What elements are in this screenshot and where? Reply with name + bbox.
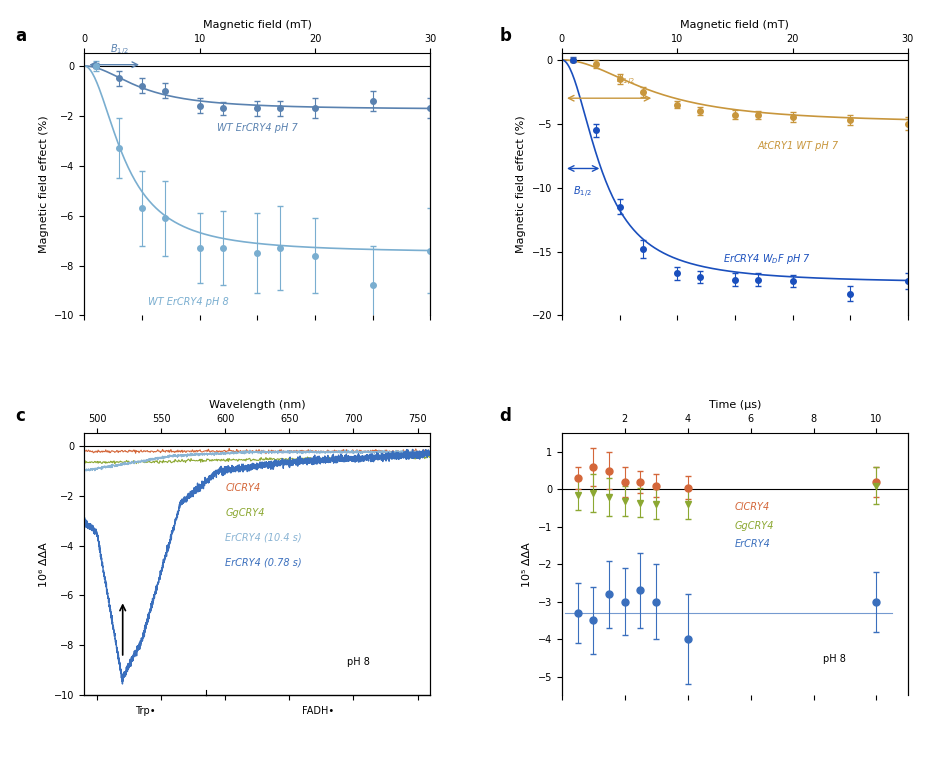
Text: ErCRY4: ErCRY4 (735, 539, 770, 549)
X-axis label: Wavelength (nm): Wavelength (nm) (209, 400, 305, 410)
Text: c: c (15, 407, 25, 425)
X-axis label: Time (μs): Time (μs) (709, 400, 761, 410)
Y-axis label: 10⁵ ΔΔA: 10⁵ ΔΔA (522, 542, 533, 587)
Text: $B_{1/2}$: $B_{1/2}$ (573, 186, 592, 200)
Text: ClCRY4: ClCRY4 (735, 502, 770, 512)
Text: WT ⁠ErCRY4 pH 8: WT ⁠ErCRY4 pH 8 (148, 297, 228, 307)
Text: b: b (500, 28, 511, 45)
Y-axis label: Magnetic field effect (%): Magnetic field effect (%) (38, 115, 49, 253)
Text: $B_{1/2}$: $B_{1/2}$ (616, 73, 635, 88)
Text: AtCRY1 WT pH 7: AtCRY1 WT pH 7 (758, 141, 839, 151)
Text: ErCRY4 (10.4 s): ErCRY4 (10.4 s) (226, 533, 302, 542)
Text: $B_{1/2}$: $B_{1/2}$ (110, 43, 128, 58)
Y-axis label: 10⁶ ΔΔA: 10⁶ ΔΔA (38, 542, 49, 587)
Text: pH 8: pH 8 (823, 653, 846, 664)
Y-axis label: Magnetic field effect (%): Magnetic field effect (%) (516, 115, 526, 253)
Text: ErCRY4 W$_D$F pH 7: ErCRY4 W$_D$F pH 7 (724, 252, 812, 266)
Text: d: d (500, 407, 511, 425)
Text: FADH•: FADH• (302, 707, 334, 717)
Text: GgCRY4: GgCRY4 (226, 507, 265, 518)
Text: ErCRY4 (0.78 s): ErCRY4 (0.78 s) (226, 558, 302, 568)
Text: GgCRY4: GgCRY4 (735, 521, 774, 531)
X-axis label: Magnetic field (mT): Magnetic field (mT) (680, 20, 789, 31)
Text: pH 8: pH 8 (347, 657, 370, 667)
X-axis label: Magnetic field (mT): Magnetic field (mT) (203, 20, 312, 31)
Text: a: a (15, 28, 26, 45)
Text: WT ⁠ErCRY4 pH 7: WT ⁠ErCRY4 pH 7 (217, 123, 298, 133)
Text: Trp•: Trp• (135, 707, 155, 717)
Text: ClCRY4: ClCRY4 (226, 483, 260, 493)
